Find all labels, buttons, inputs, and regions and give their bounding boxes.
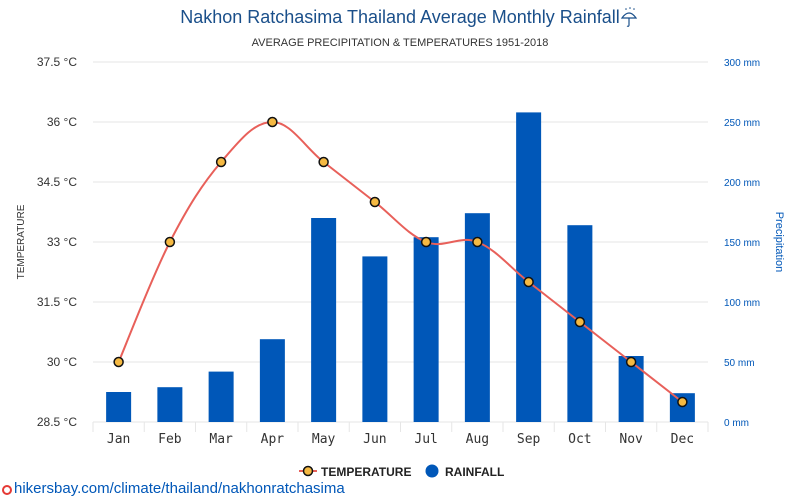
left-tick-label: 31.5 °C — [37, 295, 77, 309]
rainfall-bar-aug[interactable] — [464, 213, 490, 422]
legend-rainfall-marker — [425, 464, 439, 478]
source-url-text[interactable]: hikersbay.com/climate/thailand/nakhonrat… — [14, 480, 345, 497]
left-tick-label: 34.5 °C — [37, 175, 77, 189]
rainfall-bar-jan[interactable] — [106, 392, 132, 422]
right-tick-label: 250 mm — [724, 118, 760, 129]
right-tick-label: 150 mm — [724, 238, 760, 249]
right-tick-label: 200 mm — [724, 178, 760, 189]
x-tick-label: Mar — [209, 432, 233, 447]
x-tick-label: Aug — [466, 432, 489, 447]
temperature-point-mar[interactable] — [215, 156, 227, 168]
x-tick-label: Jul — [414, 432, 437, 447]
right-tick-label: 50 mm — [724, 358, 755, 369]
x-tick-label: Dec — [671, 432, 694, 447]
right-axis-ticks: 300 mm 250 mm 200 mm 150 mm 100 mm 50 mm 0 mm — [724, 58, 760, 429]
temperature-point-may[interactable] — [318, 156, 329, 168]
temperature-line — [113, 116, 688, 408]
location-pin-icon — [2, 485, 12, 495]
right-axis-title: Precipitation — [773, 212, 785, 273]
temperature-point-feb[interactable] — [164, 236, 176, 248]
temperature-point-jun[interactable] — [369, 196, 381, 208]
rainfall-bar-feb[interactable] — [157, 387, 183, 422]
temperature-point-sep[interactable] — [523, 276, 534, 288]
rainfall-bar-jul[interactable] — [413, 237, 439, 422]
temperature-point-oct[interactable] — [574, 316, 586, 328]
temperature-point-jan[interactable] — [113, 356, 124, 368]
temperature-series-line — [117, 120, 683, 403]
x-tick-label: Jan — [107, 432, 130, 447]
left-tick-label: 33 °C — [47, 235, 77, 249]
temperature-point-dec[interactable] — [677, 396, 688, 408]
x-tick-label: Oct — [568, 432, 591, 447]
left-tick-label: 28.5 °C — [37, 415, 77, 429]
chart-title: Nakhon Ratchasima Thailand Average Month… — [180, 7, 620, 27]
right-tick-label: 300 mm — [724, 58, 760, 69]
right-tick-label: 100 mm — [724, 298, 760, 309]
gridlines — [92, 61, 709, 432]
legend-temperature-marker — [302, 465, 314, 477]
left-tick-label: 36 °C — [47, 115, 77, 129]
x-tick-label: Sep — [517, 432, 541, 447]
rainfall-bar-jun[interactable] — [362, 256, 388, 422]
left-axis-title: TEMPERATURE — [16, 204, 27, 279]
temperature-point-aug[interactable] — [472, 236, 483, 248]
umbrella-rain-icon — [620, 7, 638, 27]
x-axis-ticks: Jan Feb Mar Apr May Jun Jul Aug Sep Oct Nov Dec — [107, 432, 694, 447]
source-link[interactable]: hikersbay.com/climate/thailand/nakhonrat… — [2, 480, 345, 497]
legend-item-temperature[interactable]: TEMPERATURE — [299, 465, 411, 479]
chart-subtitle: AVERAGE PRECIPITATION & TEMPERATURES 195… — [252, 37, 549, 49]
x-tick-label: Jun — [363, 432, 386, 447]
temperature-point-jul[interactable] — [420, 236, 432, 248]
x-tick-label: Nov — [619, 432, 643, 447]
x-tick-label: Feb — [158, 432, 182, 447]
temperature-point-apr[interactable] — [267, 116, 278, 128]
legend-item-rainfall[interactable]: RAINFALL — [425, 464, 505, 480]
temperature-point-nov[interactable] — [625, 356, 637, 368]
rainfall-bar-may[interactable] — [311, 218, 337, 422]
left-tick-label: 37.5 °C — [37, 55, 77, 69]
legend-rainfall-label: RAINFALL — [445, 465, 504, 479]
legend-temperature-label: TEMPERATURE — [321, 465, 411, 479]
left-tick-label: 30 °C — [47, 355, 77, 369]
rainfall-bar-mar[interactable] — [208, 371, 234, 422]
legend: TEMPERATURE RAINFALL — [299, 464, 505, 480]
rainfall-bars — [106, 112, 695, 423]
rainfall-bar-sep[interactable] — [516, 112, 542, 423]
left-axis-ticks: 37.5 °C 36 °C 34.5 °C 33 °C 31.5 °C 30 °C 28.5… — [37, 55, 77, 429]
right-tick-label: 0 mm — [724, 418, 749, 429]
x-tick-label: Apr — [261, 432, 285, 447]
x-tick-label: May — [312, 432, 336, 447]
rainfall-bar-apr[interactable] — [259, 339, 285, 422]
